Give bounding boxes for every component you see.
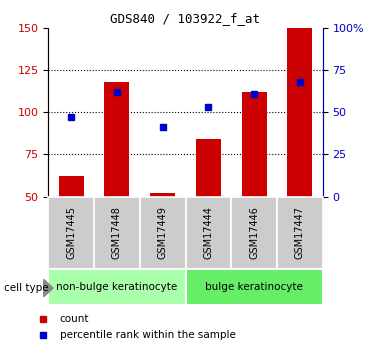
Bar bbox=[186, 269, 323, 305]
Bar bbox=[242, 92, 267, 197]
Text: GSM17448: GSM17448 bbox=[112, 206, 122, 259]
Bar bbox=[287, 28, 312, 197]
Text: GDS840 / 103922_f_at: GDS840 / 103922_f_at bbox=[111, 12, 260, 25]
Bar bbox=[94, 197, 140, 269]
Text: non-bulge keratinocyte: non-bulge keratinocyte bbox=[56, 282, 177, 292]
Text: GSM17445: GSM17445 bbox=[66, 206, 76, 259]
Bar bbox=[48, 269, 186, 305]
Bar bbox=[59, 176, 84, 197]
Text: GSM17446: GSM17446 bbox=[249, 206, 259, 259]
Text: count: count bbox=[60, 314, 89, 324]
Text: bulge keratinocyte: bulge keratinocyte bbox=[205, 282, 303, 292]
Bar bbox=[150, 193, 175, 197]
Bar bbox=[231, 197, 277, 269]
Text: GSM17444: GSM17444 bbox=[203, 206, 213, 259]
Bar bbox=[48, 197, 94, 269]
Bar bbox=[196, 139, 221, 197]
Bar bbox=[140, 197, 186, 269]
Bar bbox=[277, 197, 323, 269]
Polygon shape bbox=[44, 279, 53, 297]
Text: percentile rank within the sample: percentile rank within the sample bbox=[60, 330, 236, 340]
Text: GSM17447: GSM17447 bbox=[295, 206, 305, 259]
Bar bbox=[186, 197, 231, 269]
Bar bbox=[104, 82, 129, 197]
Text: GSM17449: GSM17449 bbox=[158, 206, 168, 259]
Text: cell type: cell type bbox=[4, 283, 48, 293]
